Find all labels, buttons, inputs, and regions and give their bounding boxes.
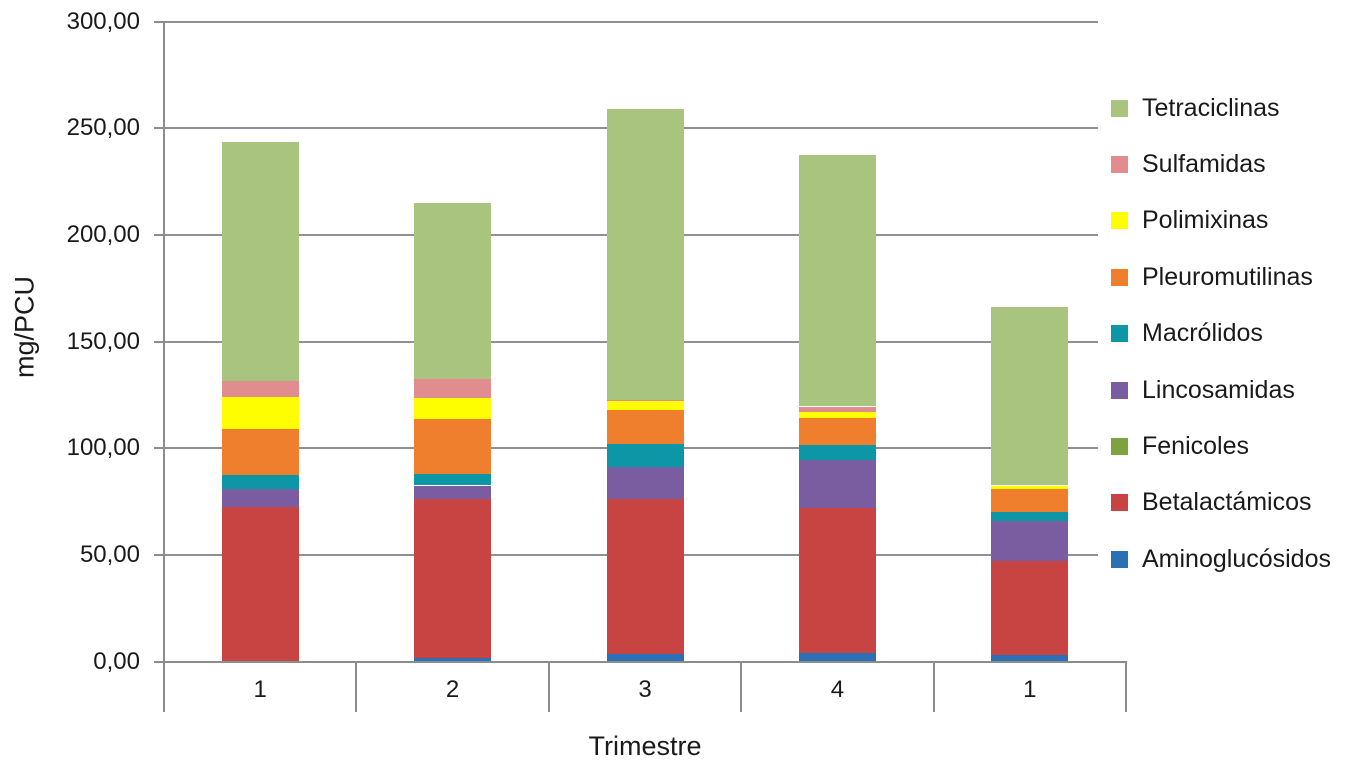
bar-segment-tetraciclinas	[414, 202, 492, 379]
x-category-label: 4	[830, 676, 845, 703]
bar-segment-lincosamidas	[991, 520, 1069, 562]
legend-item-pleuromutilinas: Pleuromutilinas	[1111, 260, 1313, 294]
bar-segment-pleuromutilinas	[221, 429, 299, 475]
y-tick-label: 0,00	[93, 647, 140, 675]
bar-segment-sulfamidas	[798, 406, 876, 412]
y-tick-label: 50,00	[79, 540, 140, 568]
bar-segment-aminoglucosidos	[798, 653, 876, 662]
bar-segment-tetraciclinas	[606, 109, 684, 401]
bar-segment-aminoglucosidos	[414, 658, 492, 662]
legend-label: Betalactámicos	[1142, 488, 1312, 517]
legend-color-swatch-icon	[1111, 155, 1128, 173]
bar-segment-macrolidos	[221, 474, 299, 489]
bar-segment-lincosamidas	[606, 467, 684, 500]
bar-segment-sulfamidas	[414, 378, 492, 398]
bar-segment-tetraciclinas	[221, 142, 299, 381]
legend-item-betalactamicos: Betalactámicos	[1111, 486, 1312, 520]
legend-label: Tetraciclinas	[1142, 93, 1280, 122]
bar-segment-polimixinas	[991, 485, 1069, 489]
bar-segment-pleuromutilinas	[414, 419, 492, 474]
x-axis-separator	[163, 661, 165, 712]
bar-segment-tetraciclinas	[991, 307, 1069, 486]
y-axis-line	[163, 21, 165, 711]
bar-segment-tetraciclinas	[798, 154, 876, 407]
legend-color-swatch-icon	[1111, 381, 1128, 399]
bar-segment-macrolidos	[414, 473, 492, 486]
legend-color-swatch-icon	[1111, 268, 1128, 286]
bar-segment-polimixinas	[414, 398, 492, 420]
legend-item-lincosamidas: Lincosamidas	[1111, 373, 1295, 407]
bar-segment-pleuromutilinas	[991, 488, 1069, 513]
y-axis-tick	[154, 20, 165, 23]
y-axis-tick	[154, 447, 165, 450]
bar-segment-betalactamicos	[606, 499, 684, 655]
legend-label: Polimixinas	[1142, 206, 1269, 235]
y-tick-label: 300,00	[66, 7, 140, 35]
x-category-label: 3	[638, 676, 652, 703]
bar-segment-sulfamidas	[606, 400, 684, 402]
bar-segment-pleuromutilinas	[798, 418, 876, 445]
x-axis-separator	[1125, 661, 1127, 712]
x-category-label: 1	[1023, 676, 1037, 703]
legend-item-polimixinas: Polimixinas	[1111, 204, 1268, 238]
y-tick-label: 200,00	[66, 220, 140, 248]
bar-segment-betalactamicos	[221, 506, 299, 662]
bar-segment-lincosamidas	[414, 485, 492, 500]
legend-color-swatch-icon	[1111, 99, 1128, 117]
legend-item-macrolidos: Macrólidos	[1111, 317, 1263, 351]
bar-segment-pleuromutilinas	[606, 409, 684, 444]
x-axis-title: Trimestre	[588, 731, 702, 761]
x-category-label: 1	[253, 676, 267, 703]
y-axis-tick	[154, 660, 165, 663]
bar-segment-betalactamicos	[414, 499, 492, 659]
bar-segment-aminoglucosidos	[606, 654, 684, 662]
bar-segment-lincosamidas	[798, 459, 876, 508]
bar-segment-macrolidos	[991, 512, 1069, 521]
legend-label: Aminoglucósidos	[1142, 544, 1331, 573]
legend-label: Sulfamidas	[1142, 149, 1266, 178]
bar-segment-lincosamidas	[221, 488, 299, 507]
bar-segment-aminoglucosidos	[991, 655, 1069, 662]
legend-label: Lincosamidas	[1142, 375, 1295, 404]
legend-color-swatch-icon	[1111, 212, 1128, 230]
legend-label: Fenicoles	[1142, 431, 1249, 460]
y-tick-label: 250,00	[66, 114, 140, 142]
legend-color-swatch-icon	[1111, 550, 1128, 568]
legend-color-swatch-icon	[1111, 437, 1128, 455]
legend-label: Pleuromutilinas	[1142, 262, 1313, 291]
y-tick-label: 150,00	[66, 327, 140, 355]
bar-segment-macrolidos	[606, 443, 684, 468]
y-axis-tick	[154, 553, 165, 556]
bar-segment-polimixinas	[606, 401, 684, 410]
bar-segment-polimixinas	[221, 397, 299, 429]
bar-segment-sulfamidas	[221, 381, 299, 397]
x-axis-separator	[932, 661, 935, 712]
x-axis-separator	[547, 661, 550, 712]
legend-label: Macrólidos	[1142, 319, 1263, 348]
x-axis-separator	[355, 661, 358, 712]
legend-item-tetraciclinas: Tetraciclinas	[1111, 91, 1280, 125]
x-category-label: 2	[445, 676, 460, 703]
x-axis-line	[163, 660, 1127, 663]
bar-segment-polimixinas	[798, 411, 876, 419]
legend-item-sulfamidas: Sulfamidas	[1111, 147, 1266, 181]
y-axis-tick	[154, 233, 165, 236]
legend-item-fenicoles: Fenicoles	[1111, 429, 1249, 463]
bar-segment-betalactamicos	[991, 561, 1069, 656]
y-axis-tick	[154, 127, 165, 130]
x-axis-separator	[740, 661, 743, 712]
gridline	[165, 20, 1098, 23]
y-tick-label: 100,00	[66, 434, 140, 462]
bar-segment-macrolidos	[798, 445, 876, 460]
bar-segment-betalactamicos	[798, 507, 876, 653]
legend-color-swatch-icon	[1111, 494, 1128, 512]
legend-item-aminoglucosidos: Aminoglucósidos	[1111, 542, 1331, 576]
legend-color-swatch-icon	[1111, 325, 1128, 343]
y-axis-tick	[154, 340, 165, 343]
